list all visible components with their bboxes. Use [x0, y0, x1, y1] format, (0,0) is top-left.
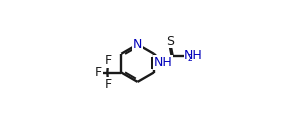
Text: F: F — [105, 54, 112, 68]
Text: NH: NH — [154, 56, 173, 69]
Text: N: N — [133, 38, 142, 51]
Text: NH: NH — [184, 49, 202, 62]
Text: S: S — [166, 35, 174, 48]
Text: F: F — [95, 66, 102, 79]
Text: 2: 2 — [188, 54, 192, 63]
Text: F: F — [105, 78, 112, 90]
